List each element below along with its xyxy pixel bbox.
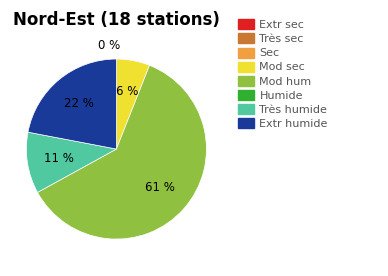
- Text: Nord-Est (18 stations): Nord-Est (18 stations): [13, 11, 220, 29]
- Text: 11 %: 11 %: [44, 152, 74, 165]
- Legend: Extr sec, Très sec, Sec, Mod sec, Mod hum, Humide, Très humide, Extr humide: Extr sec, Très sec, Sec, Mod sec, Mod hu…: [238, 19, 328, 129]
- Text: 61 %: 61 %: [146, 181, 175, 194]
- Text: 22 %: 22 %: [64, 97, 94, 110]
- Wedge shape: [26, 132, 116, 192]
- Wedge shape: [116, 59, 149, 149]
- Text: 6 %: 6 %: [116, 85, 139, 98]
- Wedge shape: [28, 59, 116, 149]
- Text: 0 %: 0 %: [98, 39, 120, 52]
- Wedge shape: [38, 65, 206, 239]
